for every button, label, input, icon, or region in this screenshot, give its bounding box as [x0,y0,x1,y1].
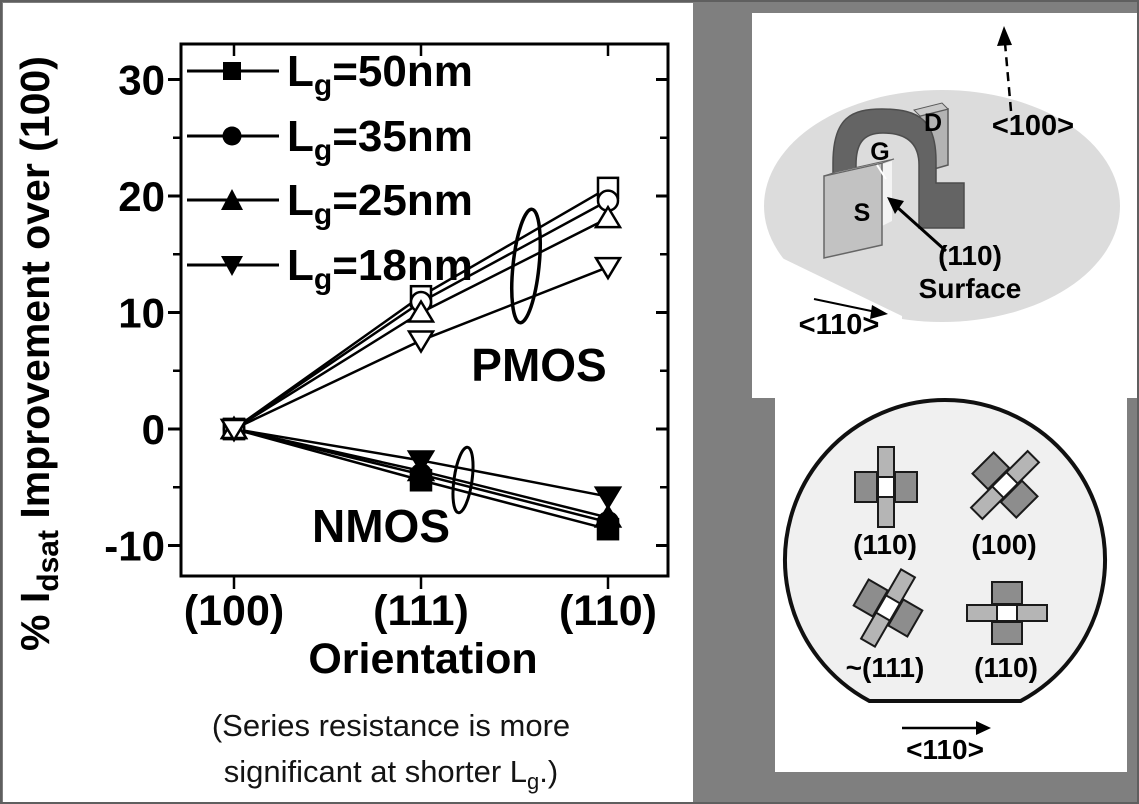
cross-111-tilted [852,567,924,649]
marker-triangle-down [219,418,249,443]
y-tick-label: 10 [118,290,165,337]
cross-110-vertical [854,446,918,528]
legend-label-25nm: Lg=25nm [287,176,473,231]
wafer-label-bottom-left: ~(111) [846,652,925,683]
direction-100-label: <100> [992,110,1074,142]
x-tick-label: (111) [373,587,469,635]
marker-triangle-down [406,450,436,474]
surface-label-line1: (110) [938,240,1002,271]
wafer-label-top-left: (110) [853,529,917,560]
y-tick-label: 0 [142,406,165,453]
direction-110-arrowhead [870,305,888,319]
fin-sidewall-110 [880,161,892,227]
axis-tick-labels: 30 20 10 0 -10 (100) (111) (110) [104,57,657,636]
y-tick-label: 20 [118,173,165,220]
wafer-map-panel: (110) (100) ~(111) (110) <110> [775,397,1127,772]
legend-square-marker [223,62,241,80]
plot-frame [179,42,670,578]
surface-callout-line [895,205,948,253]
wafer-label-top-right: (100) [971,529,1036,560]
transistor-crosses [852,446,1048,649]
channel-center [874,593,902,623]
marker-triangle-down [593,256,623,281]
y-tick-label: 30 [118,57,165,104]
marker-triangle-down [593,486,623,510]
axis-ticks [168,45,667,589]
y-axis-title: % Idsat Improvement over (100) [12,56,65,651]
direction-110-arrow-line [813,298,877,313]
source-label: S [854,199,871,227]
caption-line2: significant at shorter Lg.) [223,754,559,795]
x-tick-label: (100) [184,587,284,635]
legend-label-50nm: Lg=50nm [287,47,473,102]
gate-bar-right [894,471,918,503]
wafer-direction-arrowhead [976,721,991,735]
gate-arch [832,108,965,229]
pmos-highlight-ellipse [510,207,542,325]
surface-label-line2: Surface [919,273,1022,304]
chart-panel: 30 20 10 0 -10 (100) (111) (110) Lg=50nm Lg=35n… [3,3,693,802]
chart-caption: (Series resistance is more significant a… [61,703,721,802]
gate-bar-right [991,621,1023,645]
caption-line1: (Series resistance is more [211,708,571,743]
source-slab-top [823,158,895,177]
legend-triangle-up-marker [221,189,243,210]
gate-bar-right [886,598,924,638]
chart-legend: Lg=50nm Lg=35nm Lg=25nm Lg=18nm [187,47,473,296]
gate-pointer-tick [876,164,887,180]
chart-series [219,176,623,541]
cross-110-horizontal [966,581,1048,645]
nmos-highlight-ellipse [451,445,475,515]
y-tick-label: -10 [104,523,165,570]
device-3d-panel: D G S (110) Surface <100> <110> [752,13,1137,398]
marker-triangle-up [406,299,436,323]
marker-triangle-up [593,504,623,528]
direction-110-label: <110> [799,309,880,341]
drain-label: D [924,109,942,137]
gate-label: G [870,138,889,166]
channel-center [996,604,1018,622]
wafer-direction-label: <110> [906,734,984,765]
marker-triangle-up [593,204,623,229]
channel-center [990,470,1020,500]
direction-100-arrow-line [1003,42,1013,112]
gate-bar-left [854,471,878,503]
wafer-orientation-map: (110) (100) ~(111) (110) <110> [783,398,1107,765]
gate-bar-left [991,581,1023,605]
direction-100-arrowhead [997,26,1012,46]
legend-label-18nm: Lg=18nm [287,241,473,296]
x-axis-title: Orientation [308,635,537,683]
x-tick-label: (110) [559,587,657,635]
legend-circle-marker [222,126,242,146]
legend-triangle-down-marker [221,256,243,276]
finfet-diagram: D G S (110) Surface <100> <110> [756,26,1120,345]
marker-triangle-down [406,330,436,354]
orientation-chart: 30 20 10 0 -10 (100) (111) (110) Lg=50nm Lg=35n… [12,42,670,683]
wafer-outline [783,398,1107,703]
surface-callout-arrowhead [887,197,904,214]
pmos-label: PMOS [471,339,606,391]
cross-100-diagonal [969,449,1041,521]
nmos-label: NMOS [312,500,450,552]
legend-label-35nm: Lg=35nm [287,112,473,167]
channel-center [877,476,895,498]
drain-slab-top [913,102,949,117]
gate-bar-left [852,578,890,618]
wafer-label-bottom-right: (110) [974,652,1038,683]
